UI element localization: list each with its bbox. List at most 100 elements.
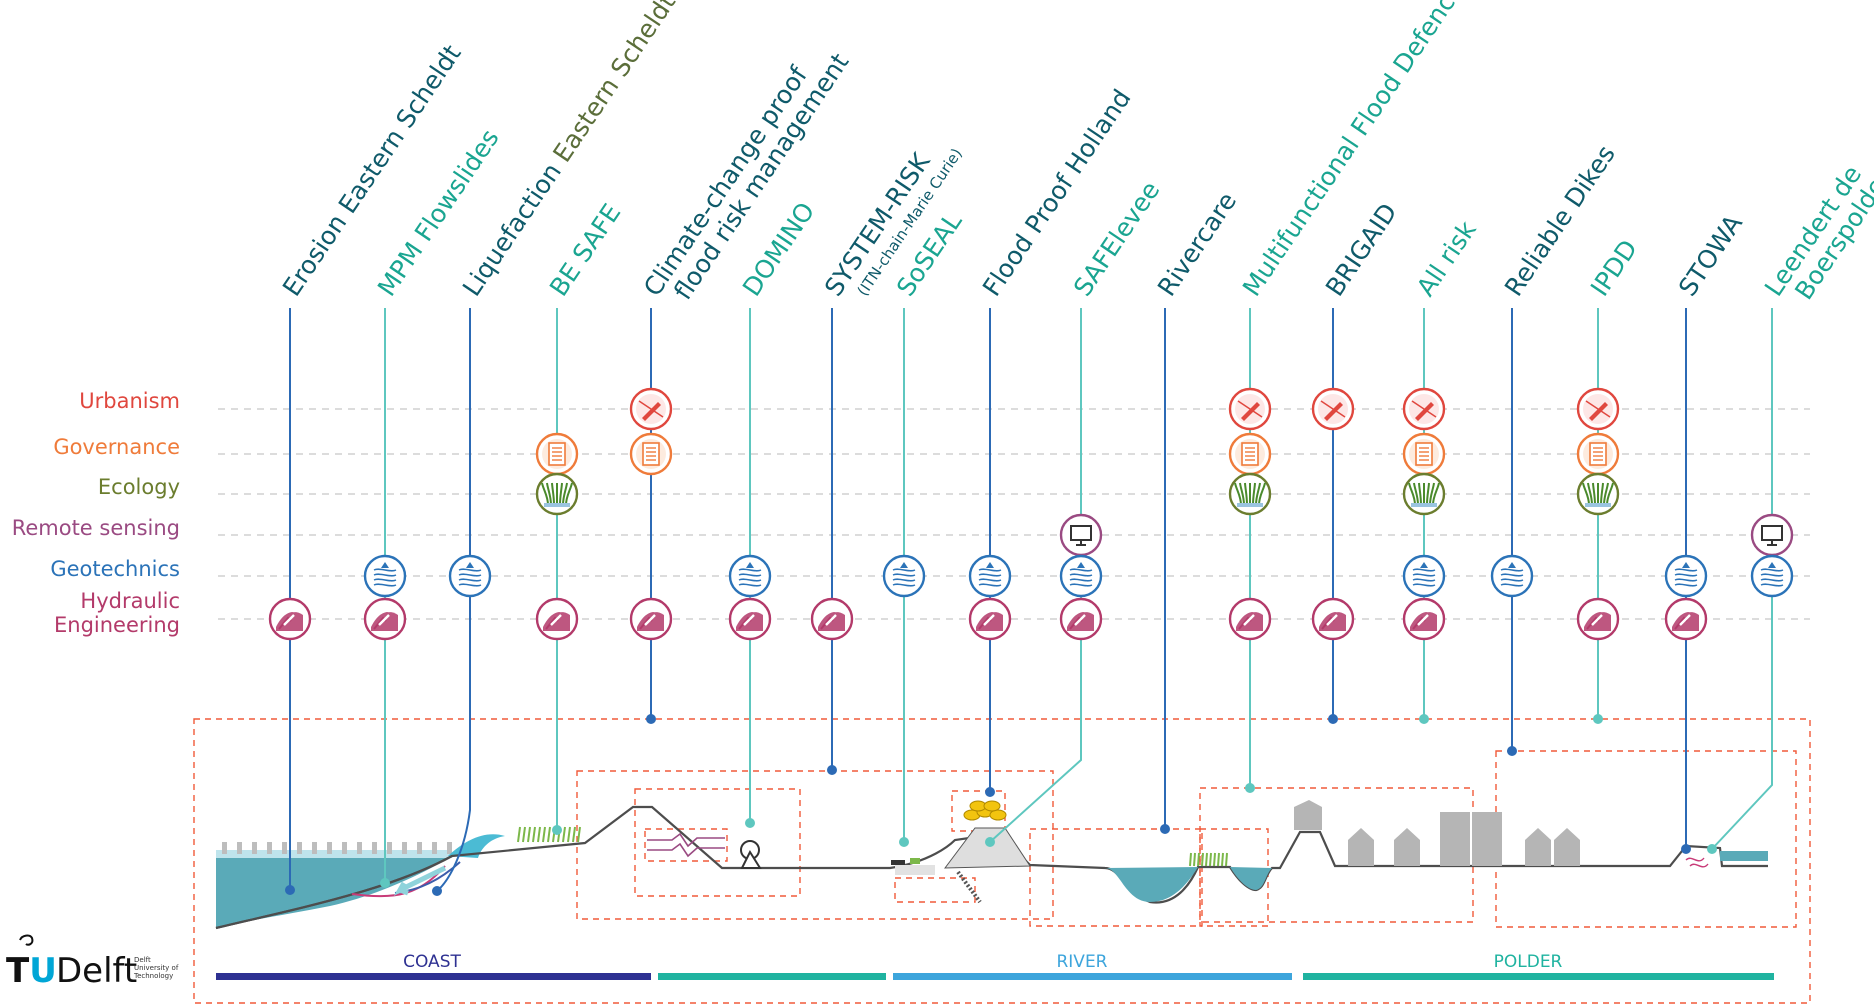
- geotechnics-icon: [1059, 554, 1103, 598]
- pile: [447, 842, 452, 854]
- grass-blade: [1205, 852, 1208, 867]
- ecology-icon: [1228, 472, 1272, 516]
- pile: [342, 842, 347, 854]
- project-label-text: STOWA: [1673, 209, 1748, 301]
- geotechnics-icon: [448, 554, 492, 598]
- zone-bar-polder: [1303, 973, 1774, 980]
- logo-small-text: Technology: [133, 972, 173, 980]
- hydraulic-icon: [1059, 597, 1103, 641]
- grass-blade: [1213, 852, 1216, 867]
- flame-icon: [19, 934, 34, 946]
- hydraulic-icon: [1664, 597, 1708, 641]
- grass-blade: [537, 826, 541, 843]
- hydraulic-icon: [1402, 597, 1446, 641]
- project-endpoint-floodproof: [985, 787, 995, 797]
- grass-blade: [1197, 852, 1200, 867]
- project-endpoint-reliable: [1507, 746, 1517, 756]
- discipline-label-governance: Governance: [53, 435, 180, 459]
- project-endpoint-systemrisk: [827, 765, 837, 775]
- grass-blade: [532, 826, 536, 843]
- pile: [327, 842, 332, 854]
- pile: [282, 842, 287, 854]
- pile: [417, 842, 422, 854]
- project-endpoint-allrisk: [1419, 714, 1429, 724]
- logo-small-text: University of: [134, 964, 179, 972]
- sea-water: [216, 856, 452, 928]
- scope-box-multifunctional: [1199, 787, 1474, 923]
- scope-box-multifunctional-small: [1199, 828, 1269, 927]
- project-label-text: All risk: [1411, 215, 1482, 301]
- polder-ditch: [1720, 851, 1768, 861]
- geotechnics-icon: [728, 554, 772, 598]
- ecology-icon: [1402, 472, 1446, 516]
- landscape-profile: [215, 800, 1768, 930]
- grass-blade: [567, 826, 571, 843]
- governance-icon: [1576, 432, 1620, 476]
- pipe-2: [647, 842, 725, 858]
- geotechnics-icon: [1402, 554, 1446, 598]
- project-label-text: Climate-change proof: [638, 60, 814, 301]
- zone-label-polder: POLDER: [1494, 952, 1563, 972]
- grass-blade: [1189, 852, 1192, 867]
- zone-bar-coast: [216, 973, 651, 980]
- project-endpoint-stowa: [1681, 844, 1691, 854]
- zone-label-coast: COAST: [403, 952, 461, 972]
- soseal-plate: [891, 860, 905, 865]
- sandbag: [989, 809, 1007, 821]
- grass-blade: [527, 826, 531, 843]
- urbanism-icon: [1402, 387, 1446, 431]
- geotechnics-icon: [1490, 554, 1534, 598]
- soseal-layer: [895, 865, 935, 875]
- project-label-text: Rivercare: [1152, 187, 1242, 301]
- pile: [312, 842, 317, 854]
- hydraulic-icon: [629, 597, 673, 641]
- grass-blade: [572, 826, 576, 843]
- hydraulic-icon: [535, 597, 579, 641]
- urbanism-icon: [1576, 387, 1620, 431]
- discipline-label-geotechnics: Geotechnics: [50, 557, 180, 581]
- project-endpoint-mpm: [380, 878, 390, 888]
- zone-bars: COAST RIVER POLDER: [216, 952, 1774, 980]
- project-label-text-ecology: Eastern Scheldt: [543, 0, 681, 174]
- urbanism-icon: [1311, 387, 1355, 431]
- ecology-icon: [535, 472, 579, 516]
- project-line-safelevee: [989, 308, 1082, 843]
- discipline-label-hydraulic-2: Engineering: [54, 613, 180, 637]
- grass-blade: [547, 826, 551, 843]
- grass-blade: [1217, 852, 1220, 867]
- governance-icon: [629, 432, 673, 476]
- grass-blade: [1221, 852, 1224, 867]
- polder-house: [1394, 828, 1420, 866]
- project-endpoint-climate: [646, 714, 656, 724]
- hydraulic-icon: [968, 597, 1012, 641]
- seabed: [215, 855, 453, 930]
- polder-house: [1554, 828, 1580, 866]
- soseal-grass: [910, 858, 920, 864]
- wave: [448, 834, 505, 858]
- scope-box-rivercare: [1029, 828, 1203, 927]
- urbanism-icon: [1228, 387, 1272, 431]
- pile: [402, 842, 407, 854]
- grass-blade: [577, 826, 581, 843]
- governance-icon: [535, 432, 579, 476]
- project-label-text: BE SAFE: [544, 198, 626, 301]
- grass-blade: [1225, 852, 1228, 867]
- discipline-icons: [268, 387, 1794, 641]
- scope-box-sandbags: [951, 790, 1006, 832]
- logo-delft-text: Delft: [56, 951, 137, 991]
- zone-label-river: RIVER: [1056, 952, 1107, 972]
- project-label-brigaid: BRIGAID: [1320, 198, 1403, 301]
- sandbag: [983, 800, 1001, 812]
- scope-box-pipes: [644, 828, 728, 862]
- hydraulic-icon: [1576, 597, 1620, 641]
- hydraulic-icon: [268, 597, 312, 641]
- river-side-channel: [1230, 867, 1272, 890]
- project-endpoint-erosion: [285, 885, 295, 895]
- hydraulic-icon: [363, 597, 407, 641]
- ecology-icon: [1576, 472, 1620, 516]
- discipline-label-remote_sensing: Remote sensing: [12, 516, 180, 540]
- polder-building: [1472, 812, 1502, 866]
